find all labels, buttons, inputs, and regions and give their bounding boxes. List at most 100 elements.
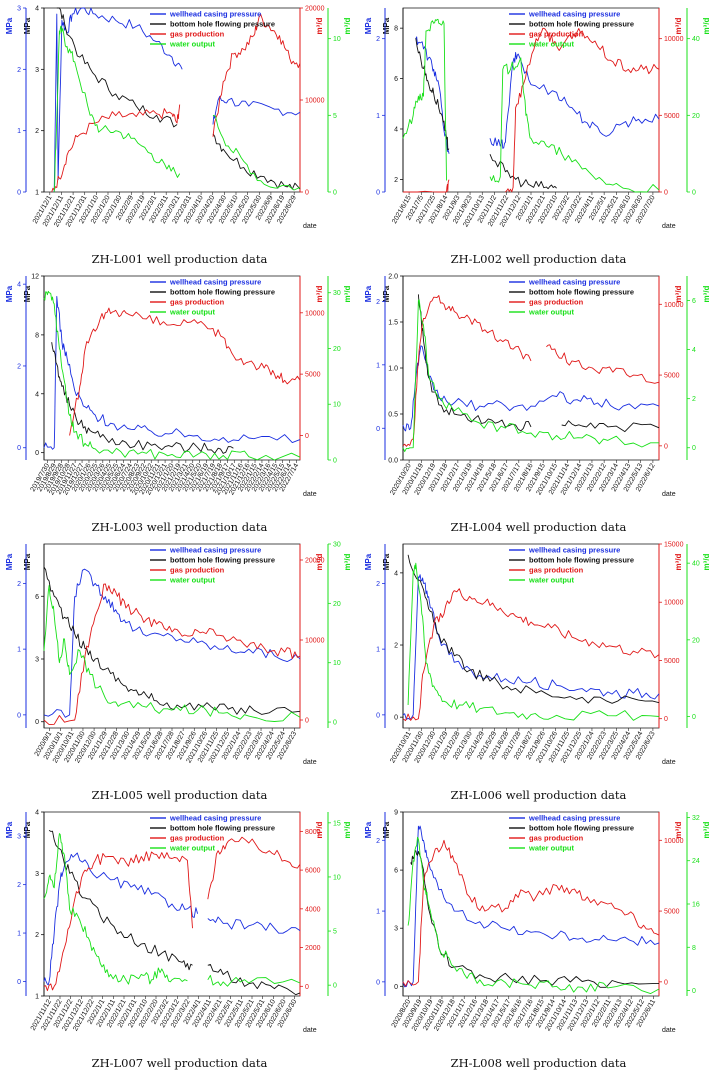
- legend-label: water output: [169, 40, 215, 49]
- axis-left-blue: 0 1 2 MPa: [5, 544, 27, 728]
- axis-label: m³/d: [343, 821, 352, 838]
- tick-label: 32: [692, 815, 700, 822]
- chart-svg-5: 036MPa012MPa01000020000m³/d0102030m³/d20…: [5, 542, 352, 767]
- legend-label: bottom hole flowing pressure: [170, 288, 275, 297]
- legend-label: bottom hole flowing pressure: [170, 556, 275, 565]
- series-line-wellhead-casing-pressure: [402, 825, 660, 988]
- x-axis: 2020/9/12020/10/12020/10/312020/11/30202…: [34, 728, 317, 766]
- series-line-gas-production: [69, 307, 301, 436]
- legend-label: water output: [169, 308, 215, 317]
- tick-label: 20: [333, 601, 341, 608]
- series-line-bottom-hole-flowing-pressure: [417, 294, 660, 433]
- axis-label: MPa: [23, 285, 32, 302]
- tick-label: 4: [35, 6, 39, 13]
- legend-label: wellhead casing pressure: [169, 546, 261, 555]
- tick-label: 10: [333, 874, 341, 881]
- axis-right-red: 0 5000 10000 m³/d: [658, 8, 684, 197]
- legend-label: gas production: [170, 298, 225, 307]
- legend-label: wellhead casing pressure: [528, 278, 620, 287]
- tick-label: 0.5: [388, 412, 398, 419]
- x-axis: 2020/8/202020/9/192020/10/192020/11/1820…: [391, 996, 676, 1034]
- axis-label: m³/d: [674, 285, 683, 302]
- series-line-wellhead-casing-pressure: [402, 345, 660, 432]
- axis-label: MPa: [364, 821, 373, 838]
- axis-label: m³/d: [674, 17, 683, 34]
- axis-label: m³/d: [343, 17, 352, 34]
- legend-label: bottom hole flowing pressure: [170, 824, 275, 833]
- tick-label: 0: [333, 983, 337, 990]
- x-axis-label: date: [303, 223, 317, 230]
- series-line-bottom-hole-flowing-pressure: [48, 830, 301, 996]
- tick-label: 4: [394, 570, 398, 577]
- legend-label: bottom hole flowing pressure: [529, 20, 634, 29]
- axis-label: MPa: [5, 821, 14, 838]
- tick-label: 3: [35, 657, 39, 664]
- tick-label: 20000: [305, 6, 325, 13]
- axis-label: MPa: [364, 17, 373, 34]
- legend-label: wellhead casing pressure: [528, 546, 620, 555]
- x-axis-label: date: [662, 1027, 676, 1034]
- axis-label: MPa: [382, 553, 391, 570]
- axis-right-green: 0 2 4 6 m³/d: [686, 276, 711, 460]
- chart-panel-6: 0 2 4 MPa 0 1 2 MPa 0 5000 10000 15000 m³/d 0 20 40 m³/d…: [359, 536, 718, 804]
- x-axis-label: date: [303, 491, 317, 498]
- axis-label: MPa: [5, 17, 14, 34]
- axis-label: m³/d: [315, 821, 324, 838]
- legend-label: wellhead casing pressure: [169, 10, 261, 19]
- series-line-bottom-hole-flowing-pressure: [410, 850, 660, 988]
- tick-label: 12: [31, 274, 39, 281]
- series-line-bottom-hole-flowing-pressure: [43, 566, 301, 715]
- tick-label: 6: [394, 76, 398, 83]
- tick-label: 6: [692, 298, 696, 305]
- series-line-wellhead-casing-pressure: [43, 295, 301, 450]
- axis-left-black: 0 3 6 MPa: [23, 544, 45, 728]
- tick-label: 0: [333, 720, 337, 727]
- series-line-water-output: [402, 299, 659, 453]
- chart-svg-1: 1234MPa0123MPa01000020000m³/d0510m³/d202…: [5, 6, 352, 231]
- tick-label: 0: [305, 718, 309, 725]
- tick-label: 6: [394, 868, 398, 875]
- chart-title: ZH-L006 well production data: [450, 788, 627, 802]
- axis-label: m³/d: [343, 285, 352, 302]
- tick-label: 10000: [664, 600, 684, 607]
- series-line-water-output: [53, 25, 301, 193]
- chart-panel-8: 0 3 6 9 MPa 0 1 2 MPa 0 5000 10000 m³/d 0 8 16 24 32 m³/d 2…: [359, 804, 718, 1072]
- tick-label: 2: [17, 67, 21, 74]
- legend-label: gas production: [529, 298, 584, 307]
- tick-label: 2: [17, 581, 21, 588]
- series-line-gas-production: [402, 839, 660, 987]
- tick-label: 0: [664, 716, 668, 723]
- tick-label: 2: [692, 396, 696, 403]
- tick-label: 20: [692, 113, 700, 120]
- tick-label: 3: [17, 6, 21, 13]
- chart-svg-7: 1234MPa0123MPa02000400060008000m³/d05101…: [5, 810, 352, 1035]
- tick-label: 20000: [305, 558, 325, 565]
- legend-label: wellhead casing pressure: [169, 814, 261, 823]
- axis-right-green: 0 5 10 15 m³/d: [327, 812, 352, 996]
- x-axis: 2021/6/152021/7/52021/7/252021/8/142021/…: [391, 192, 676, 230]
- legend-label: bottom hole flowing pressure: [529, 824, 634, 833]
- legend-label: gas production: [170, 834, 225, 843]
- tick-label: 0: [664, 190, 668, 197]
- tick-label: 0: [17, 190, 21, 197]
- legend-label: water output: [528, 576, 574, 585]
- tick-label: 2: [376, 299, 380, 306]
- axis-left-black: 0.0 0.5 1.0 1.5 2.0 MPa: [382, 274, 404, 465]
- tick-label: 3: [394, 926, 398, 933]
- tick-label: 5000: [664, 909, 680, 916]
- tick-label: 10000: [664, 302, 684, 309]
- tick-label: 2: [35, 128, 39, 135]
- tick-label: 0: [376, 426, 380, 433]
- x-axis: 2020/10/202020/11/192020/12/192021/1/182…: [389, 460, 676, 498]
- chart-title: ZH-L005 well production data: [91, 788, 268, 802]
